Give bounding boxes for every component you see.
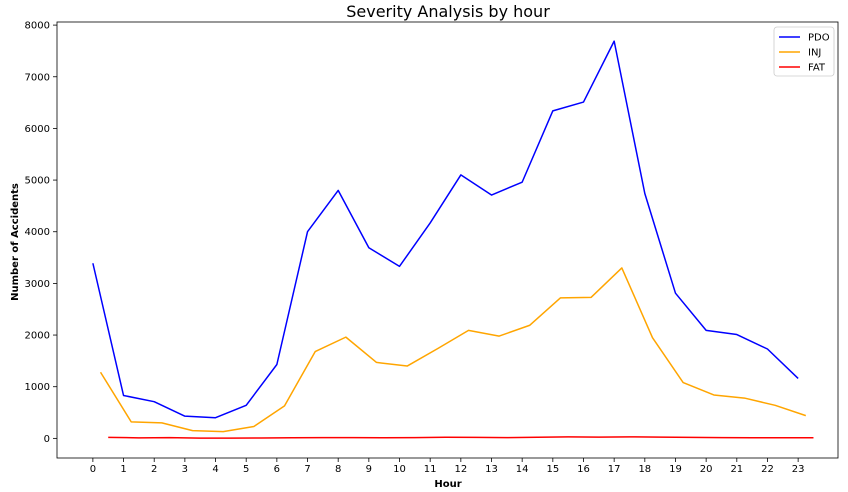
y-tick-label: 5000 [25, 176, 50, 187]
series-line-fat [108, 436, 814, 439]
legend-label-inj: INJ [808, 48, 821, 59]
x-tick-label: 1 [120, 464, 126, 475]
legend: PDO INJ FAT [773, 26, 835, 77]
x-tick-label: 7 [304, 464, 310, 475]
x-tick-label: 13 [485, 464, 498, 475]
y-tick-label: 3000 [25, 279, 50, 290]
x-tick-label: 12 [454, 464, 467, 475]
x-axis-title: Hour [434, 479, 461, 490]
x-tick-label: 20 [700, 464, 713, 475]
x-tick-label: 19 [669, 464, 682, 475]
y-axis-title: Number of Accidents [10, 183, 21, 301]
x-tick-label: 18 [638, 464, 651, 475]
x-tick-label: 17 [608, 464, 621, 475]
x-tick-label: 3 [182, 464, 188, 475]
x-tick-label: 14 [516, 464, 529, 475]
x-tick-label: 9 [366, 464, 372, 475]
y-tick-label: 2000 [25, 331, 50, 342]
chart-title: Severity Analysis by hour [346, 2, 550, 21]
x-tick-label: 8 [335, 464, 341, 475]
legend-box [773, 26, 835, 77]
plot-area: 0 1 2 3 4 5 6 7 8 9 10 11 12 13 14 15 16 17 18 19 20 21 22 2301… [25, 21, 839, 475]
x-tick-label: 0 [90, 464, 96, 475]
y-tick-label: 1000 [25, 382, 50, 393]
x-tick-label: 11 [424, 464, 437, 475]
y-tick-label: 7000 [25, 72, 50, 83]
x-tick-label: 23 [792, 464, 805, 475]
x-tick-label: 22 [761, 464, 774, 475]
x-tick-label: 16 [577, 464, 590, 475]
legend-label-fat: FAT [808, 63, 826, 74]
plot-frame [56, 21, 839, 459]
legend-label-pdo: PDO [808, 33, 830, 44]
y-tick-label: 8000 [25, 21, 50, 32]
x-tick-label: 5 [243, 464, 249, 475]
y-tick-label: 4000 [25, 227, 50, 238]
x-tick-label: 15 [546, 464, 559, 475]
x-tick-label: 21 [730, 464, 743, 475]
x-tick-label: 6 [274, 464, 280, 475]
y-tick-label: 6000 [25, 124, 50, 135]
x-tick-label: 4 [212, 464, 218, 475]
series-line-pdo [92, 40, 799, 419]
series-line-inj [99, 267, 807, 433]
x-tick-label: 2 [151, 464, 157, 475]
x-tick-label: 10 [393, 464, 406, 475]
y-tick-label: 0 [44, 434, 50, 445]
